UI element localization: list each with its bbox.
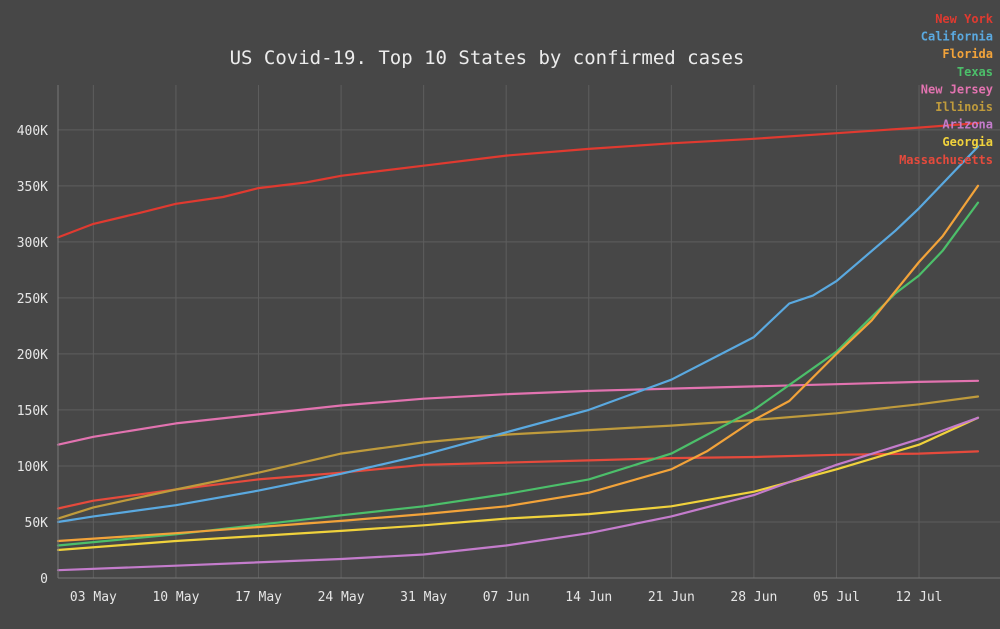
legend-item-florida: Florida	[942, 47, 993, 61]
y-tick-label: 0	[40, 572, 48, 587]
y-tick-label: 300K	[17, 236, 48, 251]
y-tick-label: 200K	[17, 348, 48, 363]
legend-item-illinois: Illinois	[935, 100, 993, 114]
y-tick-label: 150K	[17, 404, 48, 419]
legend: New York California Florida Texas New Jersey…	[899, 12, 994, 167]
series-line-california	[56, 145, 980, 524]
series-line-illinois	[56, 395, 980, 520]
series-line-new-jersey	[56, 379, 980, 446]
legend-item-new-jersey: New Jersey	[921, 82, 993, 96]
x-tick-label: 14 Jun	[565, 590, 612, 605]
x-tick-label: 03 May	[70, 590, 117, 605]
y-tick-label: 400K	[17, 124, 48, 139]
legend-item-georgia: Georgia	[942, 135, 993, 149]
x-tick-label: 07 Jun	[483, 590, 530, 605]
chart-title: US Covid-19. Top 10 States by confirmed …	[230, 47, 745, 69]
series-line-florida	[56, 184, 980, 543]
x-tick-label: 12 Jul	[896, 590, 943, 605]
x-tick-label: 24 May	[318, 590, 365, 605]
y-tick-label: 350K	[17, 180, 48, 195]
legend-item-california: California	[921, 30, 993, 44]
x-tick-label: 17 May	[235, 590, 282, 605]
x-tick-label: 31 May	[400, 590, 447, 605]
series-line-arizona	[56, 416, 980, 572]
axes: 03 May 10 May 17 May 24 May 31 May 07 Jun 14 J…	[17, 85, 1000, 605]
legend-item-arizona: Arizona	[942, 118, 993, 132]
legend-item-massachusetts: Massachusetts	[899, 153, 993, 167]
series-line-georgia	[56, 416, 980, 552]
y-tick-label: 250K	[17, 292, 48, 307]
legend-item-texas: Texas	[957, 65, 993, 79]
x-tick-label: 10 May	[152, 590, 199, 605]
series-lines	[56, 121, 980, 572]
x-tick-label: 28 Jun	[730, 590, 777, 605]
legend-item-new-york: New York	[935, 12, 994, 26]
x-tick-label: 05 Jul	[813, 590, 860, 605]
x-tick-label: 21 Jun	[648, 590, 695, 605]
y-tick-label: 100K	[17, 460, 48, 475]
series-line-new-york	[56, 121, 980, 239]
y-tick-label: 50K	[25, 516, 49, 531]
series-line-texas	[56, 201, 980, 547]
